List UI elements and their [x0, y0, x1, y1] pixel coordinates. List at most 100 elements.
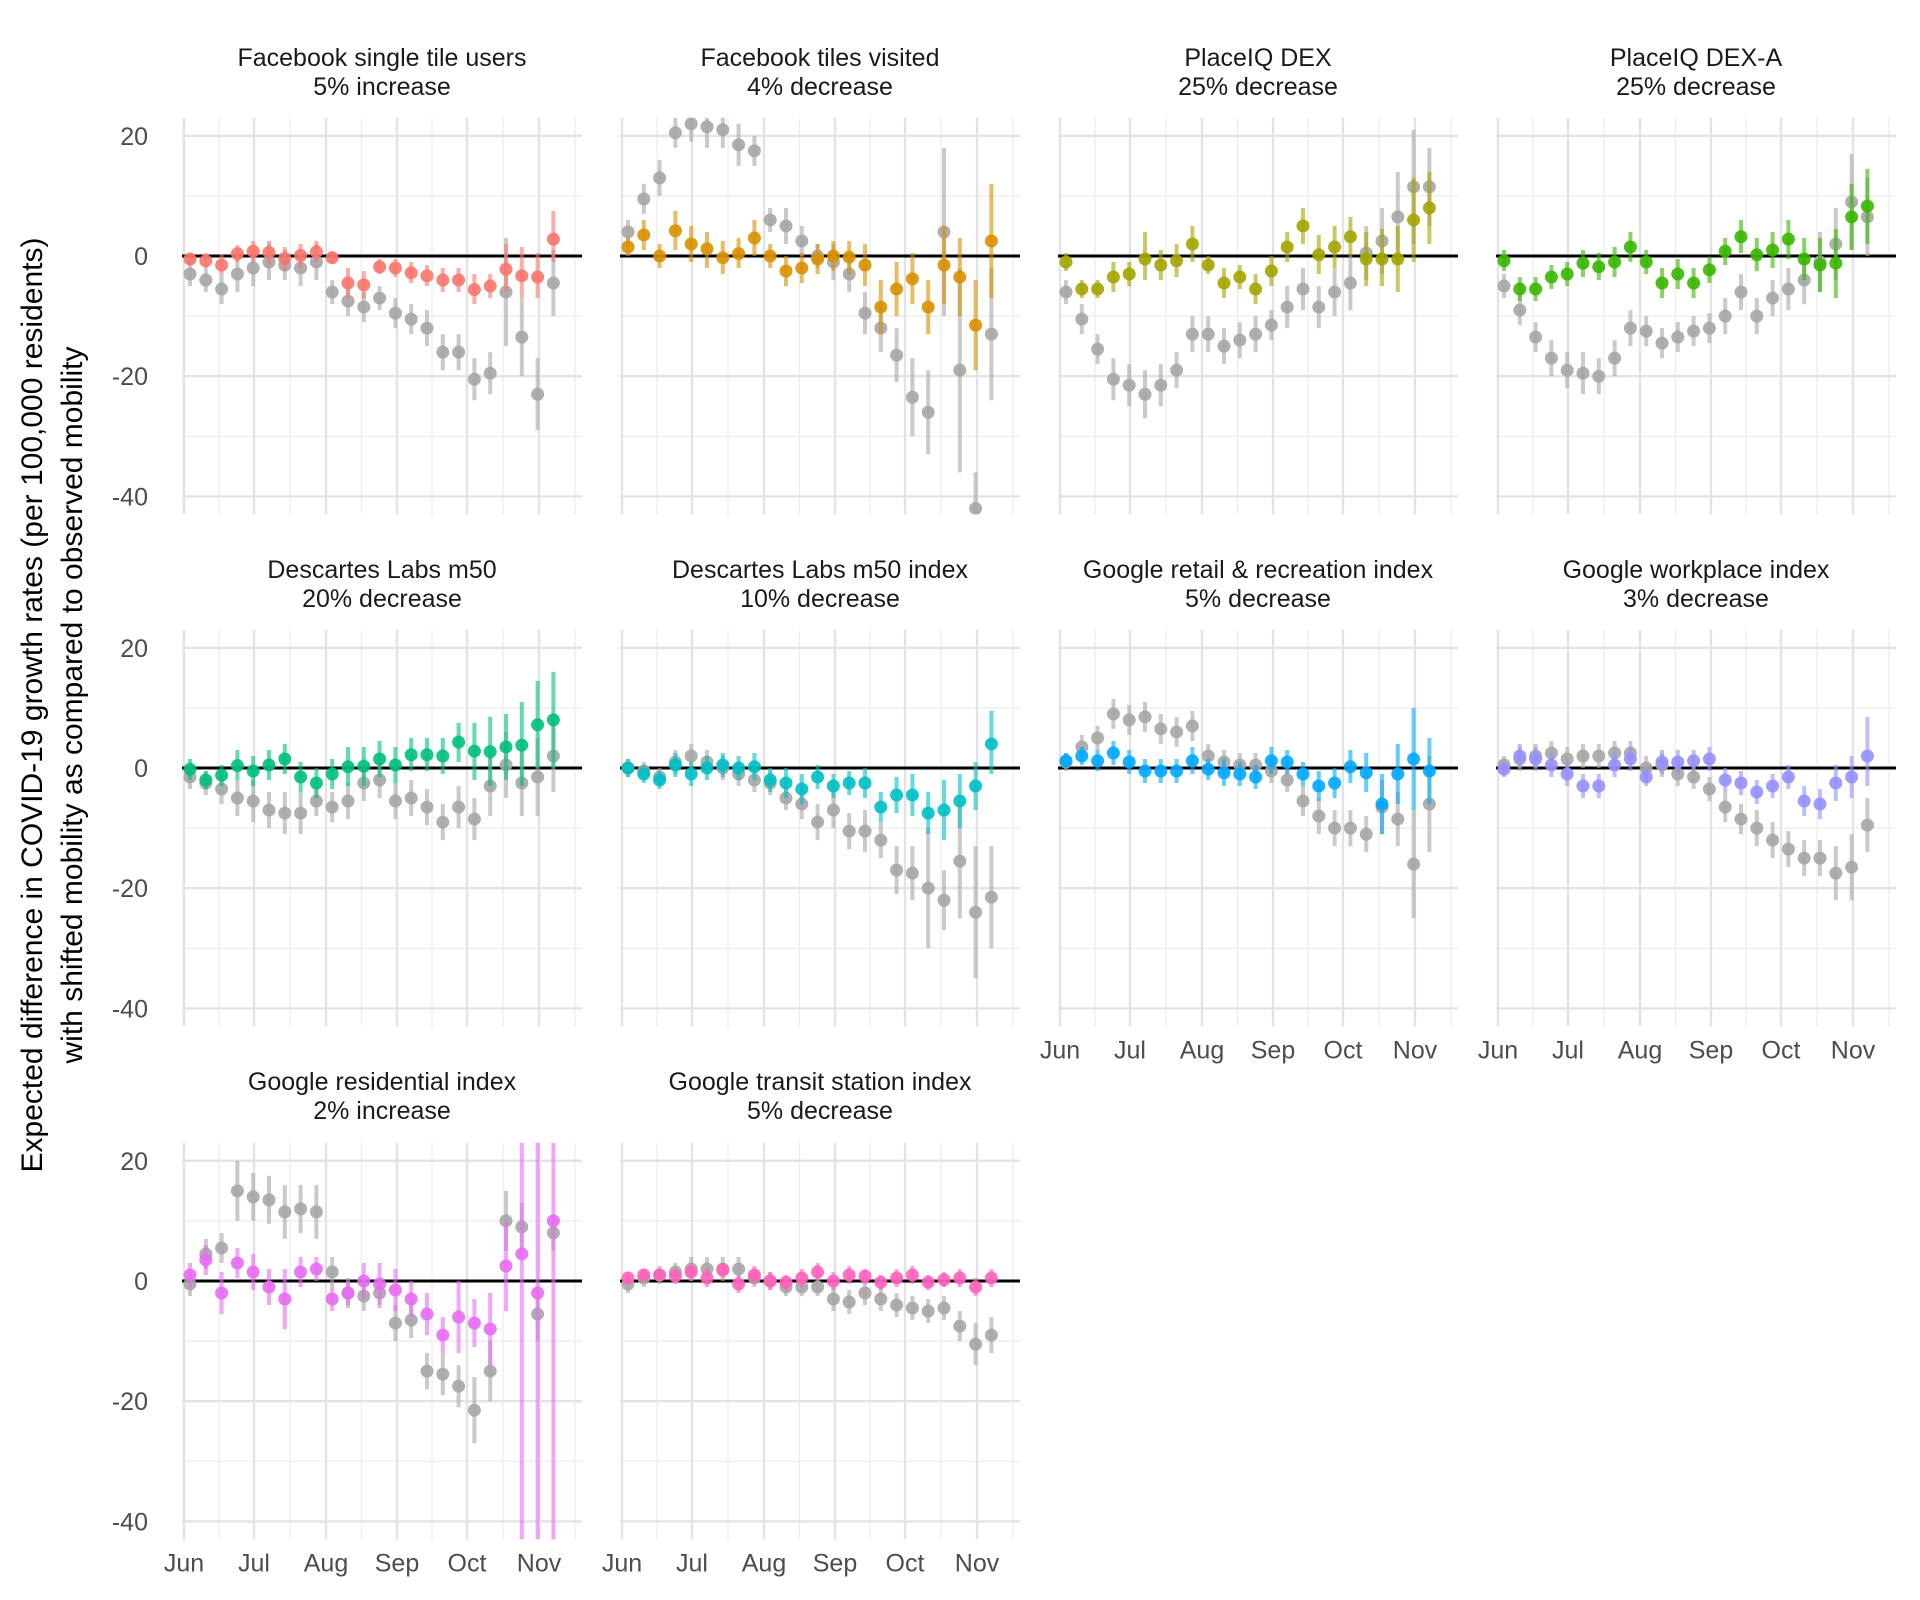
observed-point: [811, 815, 825, 829]
observed-point: [420, 321, 434, 335]
shifted-point: [1343, 760, 1357, 774]
panel-subtitle: 5% decrease: [1185, 585, 1331, 613]
shifted-point: [373, 1277, 387, 1291]
observed-point: [1797, 851, 1811, 865]
observed-point: [937, 1301, 951, 1315]
shifted-point: [357, 1274, 371, 1288]
shifted-point: [874, 1275, 888, 1289]
shifted-point: [795, 261, 809, 275]
observed-point: [1813, 851, 1827, 865]
shifted-point: [1544, 758, 1558, 772]
shifted-point: [215, 258, 229, 272]
y-tick-label: 20: [120, 123, 148, 151]
panel-data: [183, 210, 560, 431]
shifted-point: [483, 279, 497, 293]
shifted-point: [230, 1256, 244, 1270]
shifted-point: [1497, 254, 1511, 268]
shifted-point: [1797, 794, 1811, 808]
shifted-point: [1671, 267, 1685, 281]
shifted-point: [984, 737, 998, 751]
panel-title: Google residential index: [248, 1068, 517, 1096]
observed-point: [278, 1205, 292, 1219]
shifted-point: [183, 252, 197, 266]
observed-point: [1781, 282, 1795, 296]
panel-subtitle: 20% decrease: [302, 585, 462, 613]
observed-point: [546, 276, 560, 290]
shifted-point: [858, 776, 872, 790]
observed-point: [388, 1316, 402, 1330]
shifted-point: [515, 1247, 529, 1261]
shifted-point: [436, 1328, 450, 1342]
x-tick-label: Aug: [1618, 1036, 1662, 1064]
shifted-point: [905, 788, 919, 802]
shifted-point: [937, 803, 951, 817]
shifted-point: [1233, 767, 1247, 781]
panel-subtitle: 4% decrease: [747, 73, 893, 101]
shifted-point: [653, 249, 667, 263]
x-tick-label: Jul: [1552, 1036, 1584, 1064]
shifted-point: [1702, 752, 1716, 766]
shifted-point: [199, 773, 213, 787]
shifted-point: [278, 1292, 292, 1306]
shifted-point: [1233, 270, 1247, 284]
observed-point: [467, 1403, 481, 1417]
observed-point: [325, 285, 339, 299]
panel-subtitle: 3% decrease: [1623, 585, 1769, 613]
shifted-point: [1280, 755, 1294, 769]
observed-point: [1639, 324, 1653, 338]
observed-point: [969, 501, 983, 515]
observed-point: [436, 1367, 450, 1381]
shifted-point: [1718, 773, 1732, 787]
shifted-point: [230, 759, 244, 773]
shifted-point: [1592, 260, 1606, 274]
shifted-point: [1170, 254, 1184, 268]
observed-point: [215, 1241, 229, 1255]
shifted-point: [183, 1268, 197, 1282]
observed-point: [1312, 809, 1326, 823]
shifted-point: [795, 1271, 809, 1285]
panel-data: [621, 710, 998, 979]
observed-point: [984, 327, 998, 341]
shifted-point: [779, 1275, 793, 1289]
shifted-point: [858, 1269, 872, 1283]
shifted-point: [1655, 755, 1669, 769]
shifted-point: [921, 1275, 935, 1289]
shifted-point: [684, 1265, 698, 1279]
observed-point: [230, 791, 244, 805]
observed-point: [230, 1184, 244, 1198]
shifted-point: [1513, 282, 1527, 296]
observed-point: [826, 1292, 840, 1306]
shifted-point: [1138, 764, 1152, 778]
shifted-point: [1687, 754, 1701, 768]
shifted-point: [953, 270, 967, 284]
panel-data: [1059, 698, 1436, 919]
shifted-point: [1328, 776, 1342, 790]
shifted-point: [357, 278, 371, 292]
x-tick-label: Oct: [448, 1549, 487, 1577]
shifted-point: [1407, 213, 1421, 227]
shifted-point: [826, 1274, 840, 1288]
shifted-point: [1059, 754, 1073, 768]
shifted-point: [262, 245, 276, 259]
observed-point: [452, 1379, 466, 1393]
x-tick-label: Oct: [1762, 1036, 1801, 1064]
shifted-point: [1544, 270, 1558, 284]
observed-point: [732, 1262, 746, 1276]
observed-point: [420, 800, 434, 814]
shifted-point: [1122, 267, 1136, 281]
observed-point: [890, 863, 904, 877]
shifted-point: [858, 258, 872, 272]
observed-point: [1217, 339, 1231, 353]
shifted-point: [700, 761, 714, 775]
shifted-point: [246, 1265, 260, 1279]
shifted-point: [467, 1316, 481, 1330]
shifted-point: [1375, 252, 1389, 266]
shifted-point: [937, 258, 951, 272]
shifted-point: [1138, 252, 1152, 266]
shifted-point: [1497, 762, 1511, 776]
observed-point: [325, 800, 339, 814]
shifted-point: [716, 251, 730, 265]
shifted-point: [1170, 764, 1184, 778]
shifted-point: [621, 1271, 635, 1285]
